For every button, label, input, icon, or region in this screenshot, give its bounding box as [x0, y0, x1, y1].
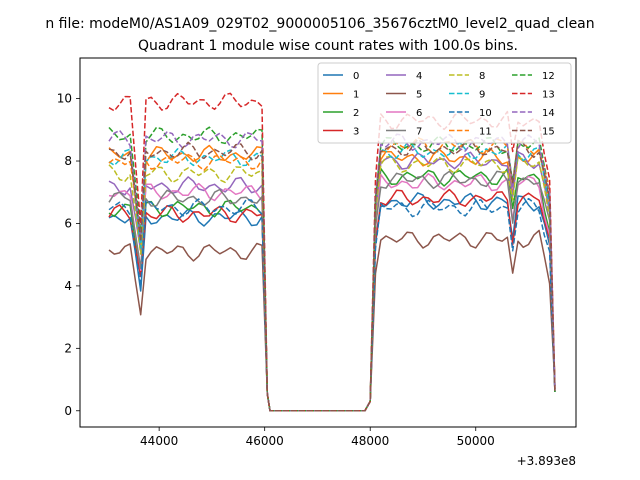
chart-title: Quadrant 1 module wise count rates with … — [138, 38, 518, 54]
legend-label-11: 11 — [479, 127, 492, 138]
legend-label-13: 13 — [542, 90, 555, 101]
series-line-10 — [108, 197, 556, 412]
y-tick-label: 4 — [64, 279, 72, 293]
legend-box — [317, 62, 572, 144]
plot-lines — [108, 92, 556, 412]
x-axis-ticks: 44000 46000 48000 50000 — [140, 427, 495, 448]
legend-label-15: 15 — [542, 127, 555, 138]
x-axis-offset-label: +3.893e8 — [517, 454, 576, 468]
legend-label-0: 0 — [353, 71, 359, 82]
series-line-0 — [108, 192, 556, 412]
legend-label-7: 7 — [416, 127, 422, 138]
y-axis-ticks: 0 2 4 6 8 10 — [57, 92, 80, 418]
legend-label-4: 4 — [416, 71, 422, 82]
legend-label-10: 10 — [479, 108, 492, 119]
legend-label-9: 9 — [479, 90, 485, 101]
series-line-12 — [108, 126, 556, 412]
legend-label-1: 1 — [353, 90, 359, 101]
series-line-15 — [108, 138, 556, 412]
x-tick-label: 46000 — [246, 434, 284, 448]
legend-label-6: 6 — [416, 108, 422, 119]
legend-label-12: 12 — [542, 71, 555, 82]
series-line-5 — [108, 229, 556, 412]
x-tick-label: 50000 — [457, 434, 495, 448]
y-tick-label: 8 — [64, 154, 72, 168]
series-line-14 — [108, 129, 556, 412]
legend-label-3: 3 — [353, 127, 359, 138]
legend-label-14: 14 — [542, 108, 555, 119]
legend-label-2: 2 — [353, 108, 359, 119]
y-tick-label: 6 — [64, 216, 72, 230]
y-tick-label: 10 — [57, 92, 72, 106]
series-line-9 — [108, 141, 556, 412]
series-line-3 — [108, 188, 556, 412]
legend-label-8: 8 — [479, 71, 485, 82]
axes-frame — [79, 57, 577, 428]
series-line-2 — [108, 167, 556, 412]
series-line-8 — [108, 155, 556, 412]
y-tick-label: 2 — [64, 341, 72, 355]
x-tick-label: 48000 — [351, 434, 389, 448]
y-tick-label: 0 — [64, 404, 72, 418]
x-tick-label: 44000 — [140, 434, 178, 448]
legend-label-5: 5 — [416, 90, 422, 101]
figure-suptitle: n file: modeM0/AS1A09_029T02_9000005106_… — [45, 16, 594, 32]
